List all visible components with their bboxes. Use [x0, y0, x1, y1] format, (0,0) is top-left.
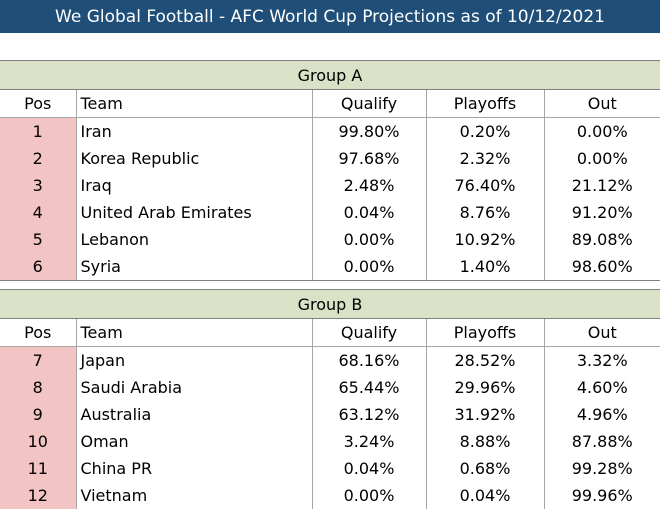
group-header: Group A — [0, 60, 660, 90]
playoffs-header: Playoffs — [426, 90, 545, 118]
group-table: Pos Team Qualify Playoffs Out 7 Japan 68… — [0, 319, 660, 509]
qualify-cell: 99.80% — [312, 117, 427, 145]
playoffs-cell: 2.32% — [426, 145, 545, 172]
team-cell: Iran — [76, 117, 313, 145]
qualify-cell: 0.04% — [312, 199, 427, 226]
team-cell: United Arab Emirates — [76, 199, 313, 226]
qualify-cell: 0.00% — [312, 482, 427, 509]
out-header: Out — [544, 90, 660, 118]
team-header: Team — [76, 319, 313, 347]
out-cell: 3.32% — [576, 351, 628, 370]
playoffs-header: Playoffs — [426, 319, 545, 347]
playoffs-cell: 8.76% — [426, 199, 545, 226]
table-row: 1 Iran 99.80% 0.20% 0.00% — [0, 117, 660, 145]
qualify-cell: 65.44% — [312, 374, 427, 401]
pos-cell: 12 — [0, 482, 77, 509]
group-header: Group B — [0, 289, 660, 319]
table-row: 10 Oman 3.24% 8.88% 87.88% — [0, 428, 660, 455]
qualify-cell: 97.68% — [312, 145, 427, 172]
team-cell: China PR — [76, 455, 313, 482]
column-header-row: Pos Team Qualify Playoffs Out — [0, 90, 660, 118]
team-cell: Saudi Arabia — [76, 374, 313, 401]
pos-cell: 4 — [0, 199, 77, 226]
out-cell: 99.96% — [571, 486, 633, 505]
playoffs-cell: 31.92% — [426, 401, 545, 428]
table-row: 4 United Arab Emirates 0.04% 8.76% 91.20… — [0, 199, 660, 226]
qualify-cell: 0.00% — [312, 253, 427, 281]
out-cell: 21.12% — [571, 176, 633, 195]
out-cell: 98.60% — [544, 253, 660, 281]
pos-cell: 3 — [0, 172, 77, 199]
playoffs-cell: 8.88% — [426, 428, 545, 455]
pos-cell: 1 — [0, 117, 77, 145]
qualify-header: Qualify — [312, 90, 427, 118]
team-cell: Lebanon — [76, 226, 313, 253]
pos-cell: 5 — [0, 226, 77, 253]
table-row: 3 Iraq 2.48% 76.40% 21.12% — [0, 172, 660, 199]
table-row: 11 China PR 0.04% 0.68% 99.28% — [0, 455, 660, 482]
playoffs-cell: 0.68% — [426, 455, 545, 482]
out-cell: 0.00% — [576, 122, 628, 141]
table-row: 5 Lebanon 0.00% 10.92% 89.08% — [0, 226, 660, 253]
playoffs-cell: 29.96% — [426, 374, 545, 401]
group-b: Group B Pos Team Qualify Playoffs Out 7 … — [0, 289, 660, 509]
playoffs-cell: 76.40% — [426, 172, 545, 199]
playoffs-cell: 28.52% — [426, 346, 545, 374]
team-cell: Syria — [76, 253, 313, 281]
team-cell: Vietnam — [76, 482, 313, 509]
qualify-cell: 68.16% — [312, 346, 427, 374]
table-row: 12 Vietnam 0.00% 0.04% 99.96% — [0, 482, 660, 509]
qualify-cell: 2.48% — [312, 172, 427, 199]
table-row: 7 Japan 68.16% 28.52% 3.32% — [0, 346, 660, 374]
pos-cell: 8 — [0, 374, 77, 401]
pos-cell: 9 — [0, 401, 77, 428]
group-table: Pos Team Qualify Playoffs Out 1 Iran 99.… — [0, 90, 660, 281]
out-cell: 91.20% — [571, 203, 633, 222]
playoffs-cell: 0.04% — [426, 482, 545, 509]
group-a: Group A Pos Team Qualify Playoffs Out 1 … — [0, 60, 660, 281]
pos-header: Pos — [0, 90, 77, 118]
pos-cell: 10 — [0, 428, 77, 455]
pos-header: Pos — [0, 319, 77, 347]
out-cell: 99.28% — [571, 459, 633, 478]
playoffs-cell: 0.20% — [426, 117, 545, 145]
out-cell: 4.96% — [576, 405, 628, 424]
column-header-row: Pos Team Qualify Playoffs Out — [0, 319, 660, 347]
qualify-cell: 0.00% — [312, 226, 427, 253]
pos-cell: 11 — [0, 455, 77, 482]
table-row: 6 Syria 0.00% 1.40% 98.60% — [0, 253, 660, 281]
playoffs-cell: 1.40% — [426, 253, 545, 281]
team-cell: Oman — [76, 428, 313, 455]
pos-cell: 2 — [0, 145, 77, 172]
pos-cell: 6 — [0, 253, 77, 281]
out-cell: 4.60% — [576, 378, 628, 397]
page-title: We Global Football - AFC World Cup Proje… — [0, 0, 660, 33]
out-cell: 89.08% — [571, 230, 633, 249]
team-cell: Iraq — [76, 172, 313, 199]
spacer-row — [0, 33, 660, 61]
team-cell: Japan — [76, 346, 313, 374]
team-cell: Korea Republic — [76, 145, 313, 172]
qualify-cell: 63.12% — [312, 401, 427, 428]
out-header: Out — [544, 319, 660, 347]
qualify-cell: 0.04% — [312, 455, 427, 482]
pos-cell: 7 — [0, 346, 77, 374]
out-cell: 87.88% — [571, 432, 633, 451]
qualify-cell: 3.24% — [312, 428, 427, 455]
playoffs-cell: 10.92% — [426, 226, 545, 253]
table-row: 8 Saudi Arabia 65.44% 29.96% 4.60% — [0, 374, 660, 401]
table-row: 2 Korea Republic 97.68% 2.32% 0.00% — [0, 145, 660, 172]
qualify-header: Qualify — [312, 319, 427, 347]
team-header: Team — [76, 90, 313, 118]
table-row: 9 Australia 63.12% 31.92% 4.96% — [0, 401, 660, 428]
team-cell: Australia — [76, 401, 313, 428]
out-cell: 0.00% — [576, 149, 628, 168]
